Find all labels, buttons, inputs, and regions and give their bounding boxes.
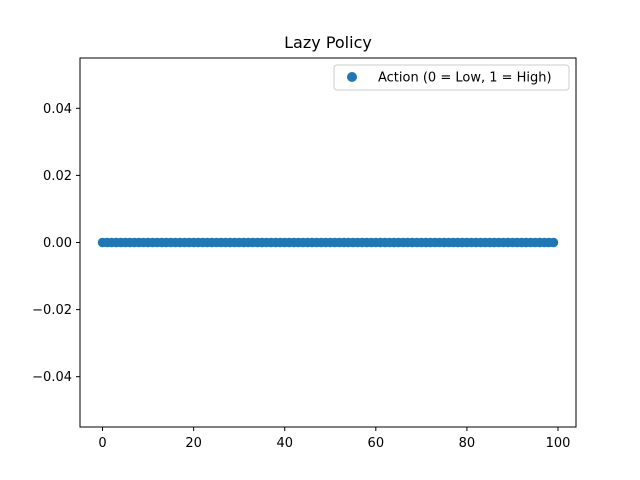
data-points-layer (97, 237, 559, 248)
chart-title: Lazy Policy (284, 33, 372, 52)
data-point (548, 237, 559, 248)
x-axis: 0 20 40 60 80 100 (98, 427, 570, 451)
y-tick-label: 0.00 (43, 236, 72, 251)
x-tick-label: 80 (459, 436, 476, 451)
y-tick-label: −0.02 (32, 303, 72, 318)
x-tick-label: 0 (98, 436, 106, 451)
legend-box (333, 64, 570, 91)
y-tick-label: 0.02 (43, 169, 72, 184)
legend: Action (0 = Low, 1 = High) (333, 64, 570, 91)
x-tick-label: 40 (276, 436, 293, 451)
y-tick-label: 0.04 (43, 102, 72, 117)
x-tick-label: 60 (368, 436, 385, 451)
x-tick-label: 100 (546, 436, 571, 451)
legend-marker (347, 72, 357, 82)
y-axis: −0.04 −0.02 0.00 0.02 0.04 (32, 102, 80, 385)
x-tick-label: 20 (185, 436, 202, 451)
plot-frame (79, 57, 577, 428)
y-tick-label: −0.04 (32, 370, 72, 385)
legend-label: Action (0 = Low, 1 = High) (378, 71, 552, 86)
